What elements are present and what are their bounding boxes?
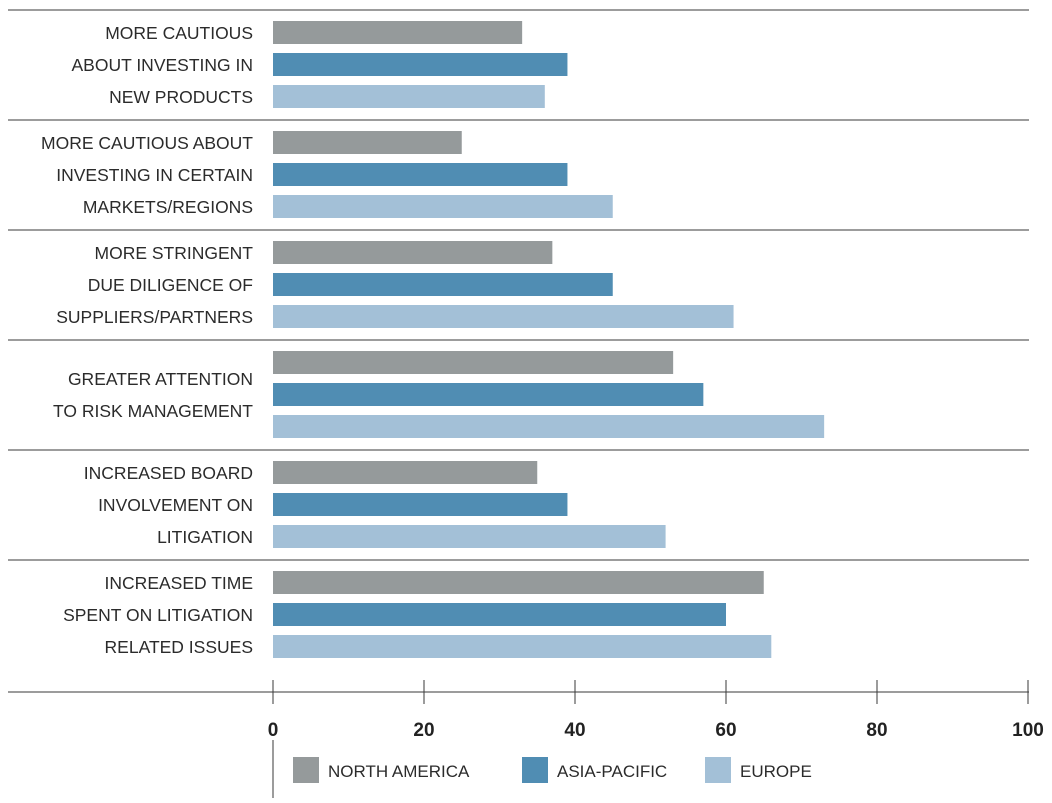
legend-swatch [705,757,731,783]
x-tick-label: 40 [564,720,585,741]
bar-asia-pacific-5 [273,493,568,516]
legend-swatch [522,757,548,783]
bar-north-america-6 [273,571,764,594]
category-label: INVESTING IN CERTAIN [56,165,253,185]
bar-asia-pacific-1 [273,53,568,76]
category-label: TO RISK MANAGEMENT [53,401,253,421]
bar-asia-pacific-6 [273,603,726,626]
category-label: INVOLVEMENT ON [98,495,253,515]
legend-label: NORTH AMERICA [328,762,470,781]
category-label: MORE CAUTIOUS [105,23,253,43]
legend-swatch [293,757,319,783]
category-label: SUPPLIERS/PARTNERS [56,307,253,327]
bar-asia-pacific-2 [273,163,568,186]
bar-europe-5 [273,525,666,548]
category-label: MARKETS/REGIONS [83,197,253,217]
x-tick-label: 20 [413,720,434,741]
category-label: LITIGATION [157,527,253,547]
category-label: MORE CAUTIOUS ABOUT [41,133,253,153]
x-tick-label: 100 [1012,720,1044,741]
x-tick-label: 60 [715,720,736,741]
bar-europe-6 [273,635,772,658]
category-label: SPENT ON LITIGATION [63,605,253,625]
bar-europe-1 [273,85,545,108]
legend-label: ASIA-PACIFIC [557,762,667,781]
category-label: GREATER ATTENTION [68,369,253,389]
bar-asia-pacific-4 [273,383,704,406]
category-label: INCREASED BOARD [84,463,253,483]
bar-north-america-4 [273,351,674,374]
x-tick-label: 80 [866,720,887,741]
bar-north-america-2 [273,131,462,154]
bar-north-america-1 [273,21,523,44]
bar-asia-pacific-3 [273,273,613,296]
category-label: NEW PRODUCTS [109,87,253,107]
category-label: ABOUT INVESTING IN [71,55,253,75]
x-tick-label: 0 [268,720,279,741]
bar-europe-2 [273,195,613,218]
bar-north-america-3 [273,241,553,264]
category-label: RELATED ISSUES [105,637,253,657]
bar-north-america-5 [273,461,538,484]
category-label: MORE STRINGENT [95,243,254,263]
bar-europe-3 [273,305,734,328]
bar-europe-4 [273,415,825,438]
category-label: DUE DILIGENCE OF [88,275,253,295]
legend-label: EUROPE [740,762,812,781]
category-label: INCREASED TIME [105,573,253,593]
